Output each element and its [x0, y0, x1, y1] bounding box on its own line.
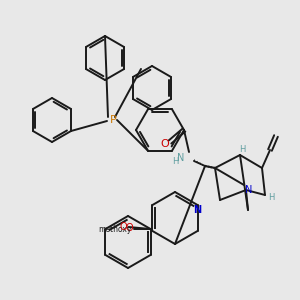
- Text: H: H: [172, 157, 178, 166]
- Text: P: P: [110, 115, 116, 125]
- Text: O: O: [126, 223, 133, 233]
- Text: N: N: [245, 185, 253, 195]
- Text: N: N: [194, 205, 202, 215]
- Text: N: N: [177, 153, 185, 163]
- Text: O: O: [120, 222, 127, 232]
- Text: H: H: [239, 145, 245, 154]
- Text: O: O: [160, 139, 169, 149]
- Text: methoxy: methoxy: [98, 224, 131, 233]
- Text: H: H: [268, 193, 274, 202]
